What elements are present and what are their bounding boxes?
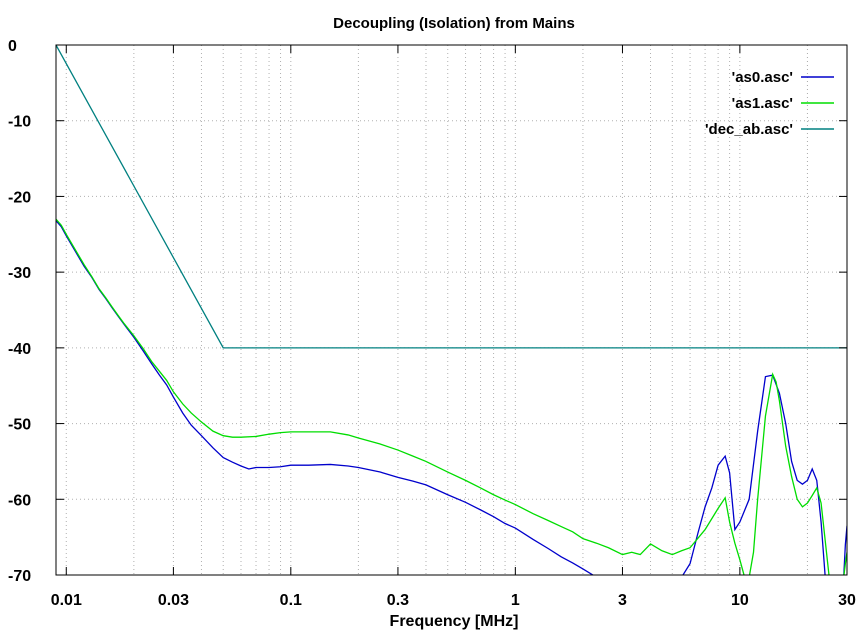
series-line-0 [56,220,847,575]
legend: 'as0.asc' 'as1.asc' 'dec_ab.asc' [705,69,834,138]
x-axis-ticks: 0.01 0.03 0.1 0.3 1 3 10 30 [51,45,856,609]
plot-border [55,44,848,576]
legend-label-2: 'dec_ab.asc' [705,121,793,138]
legend-label-0: 'as0.asc' [732,69,793,86]
y-tick-label: -60 [8,492,31,509]
x-tick-label: 0.01 [51,592,82,609]
y-tick-label: 0 [8,38,17,55]
x-tick-label: 10 [731,592,749,609]
x-axis-label: Frequency [MHz] [390,613,519,630]
x-tick-label: 3 [618,592,627,609]
chart-title: Decoupling (Isolation) from Mains [333,15,575,32]
y-tick-label: -30 [8,265,31,282]
x-tick-label: 1 [511,592,520,609]
y-tick-label: -10 [8,114,31,131]
x-tick-label: 0.1 [280,592,302,609]
series-line-1 [56,218,847,575]
grid-lines [55,44,848,576]
x-tick-label: 0.3 [387,592,409,609]
y-tick-label: -40 [8,341,31,358]
y-tick-label: -20 [8,189,31,206]
legend-label-1: 'as1.asc' [732,95,793,112]
y-tick-label: -50 [8,417,31,434]
y-tick-label: -70 [8,568,31,585]
series-line-2 [56,45,847,349]
x-tick-label: 30 [838,592,856,609]
series-lines [56,45,847,575]
plot-frame [55,44,848,576]
x-tick-label: 0.03 [158,592,189,609]
y-axis-ticks: 0 -10 -20 -30 -40 -50 -60 -70 [8,38,847,585]
